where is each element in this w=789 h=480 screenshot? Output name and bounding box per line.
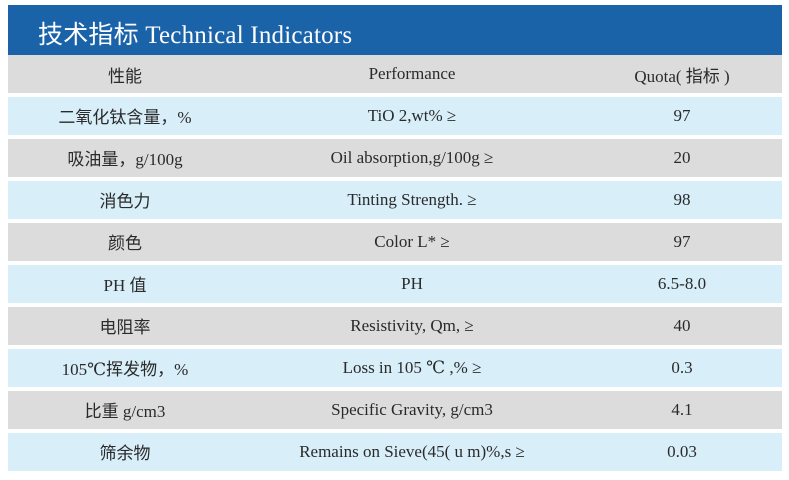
table-row: 筛余物 Remains on Sieve(45( u m)%,s ≥ 0.03: [8, 432, 782, 471]
quota-cell: 6.5-8.0: [657, 273, 707, 293]
performance-cell: TiO 2,wt% ≥: [367, 105, 457, 125]
table-row: 比重 g/cm3 Specific Gravity, g/cm3 4.1: [8, 390, 782, 429]
performance-cell: Remains on Sieve(45( u m)%,s ≥: [299, 441, 525, 461]
table-row: 二氧化钛含量，% TiO 2,wt% ≥ 97: [8, 96, 782, 135]
table-row: 电阻率 Resistivity, Qm, ≥ 40: [8, 306, 782, 345]
performance-cell: Specific Gravity, g/cm3: [331, 399, 493, 419]
property-cell: 颜色: [108, 234, 142, 254]
page-title: 技术指标 Technical Indicators: [38, 22, 353, 49]
quota-cell: 97: [673, 231, 691, 251]
table-row: 颜色 Color L* ≥ 97: [8, 222, 782, 261]
performance-cell: Oil absorption,g/100g ≥: [330, 147, 494, 167]
property-cell: 筛余物: [99, 444, 151, 464]
performance-cell: Loss in 105 ℃ ,% ≥: [342, 357, 482, 377]
property-cell: 105℃挥发物，%: [61, 360, 189, 380]
indicators-table: 性能 Performance Quota( 指标 ) 二氧化钛含量，% TiO …: [8, 55, 782, 475]
property-cell: 二氧化钛含量，%: [58, 108, 192, 128]
performance-cell: PH: [401, 273, 423, 293]
quota-cell: 4.1: [671, 399, 693, 419]
table-row: PH 值 PH 6.5-8.0: [8, 264, 782, 303]
table-header-row: 性能 Performance Quota( 指标 ): [8, 55, 782, 93]
property-cell: 吸油量，g/100g: [67, 150, 183, 170]
quota-cell: 20: [673, 147, 691, 167]
property-cell: PH 值: [103, 276, 147, 296]
property-cell: 消色力: [99, 192, 151, 212]
table-row: 105℃挥发物，% Loss in 105 ℃ ,% ≥ 0.3: [8, 348, 782, 387]
table-row: 消色力 Tinting Strength. ≥ 98: [8, 180, 782, 219]
quota-cell: 40: [673, 315, 691, 335]
performance-cell: Tinting Strength. ≥: [347, 189, 477, 209]
property-cell: 电阻率: [99, 318, 151, 338]
header-property: 性能: [108, 66, 142, 86]
property-cell: 比重 g/cm3: [84, 402, 166, 422]
header-quota: Quota( 指标 ): [634, 66, 730, 86]
quota-cell: 0.3: [671, 357, 693, 377]
header-performance: Performance: [368, 64, 456, 83]
title-bar: 技术指标 Technical Indicators: [8, 5, 782, 55]
performance-cell: Resistivity, Qm, ≥: [350, 315, 474, 335]
table-row: 吸油量，g/100g Oil absorption,g/100g ≥ 20: [8, 138, 782, 177]
quota-cell: 98: [673, 189, 691, 209]
quota-cell: 0.03: [667, 441, 697, 461]
performance-cell: Color L* ≥: [374, 231, 450, 251]
quota-cell: 97: [673, 105, 691, 125]
